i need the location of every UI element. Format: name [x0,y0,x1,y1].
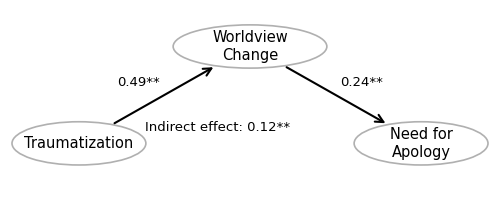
Ellipse shape [12,122,146,165]
Text: 0.24**: 0.24** [340,76,383,89]
Ellipse shape [173,25,327,68]
Text: Need for
Apology: Need for Apology [390,126,452,160]
Ellipse shape [354,122,488,165]
Text: 0.49**: 0.49** [117,76,160,89]
Text: Traumatization: Traumatization [24,136,134,151]
Text: Worldview
Change: Worldview Change [212,30,288,63]
Text: Indirect effect: 0.12**: Indirect effect: 0.12** [145,121,290,134]
